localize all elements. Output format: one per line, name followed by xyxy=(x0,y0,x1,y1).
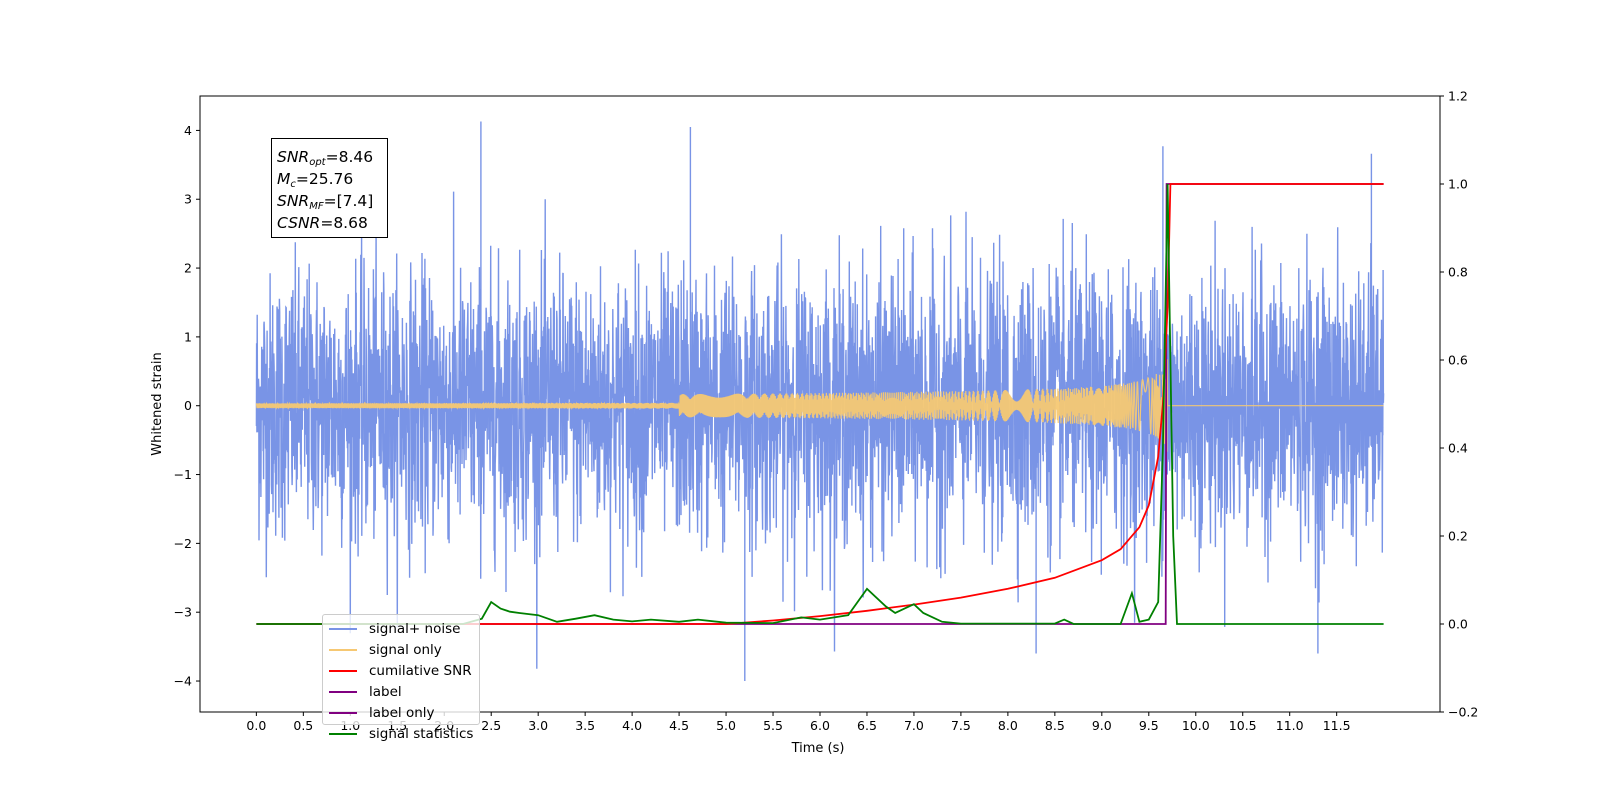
y-tick-label: 4 xyxy=(184,123,192,138)
x-tick-label: 5.5 xyxy=(763,718,783,733)
x-tick-label: 11.0 xyxy=(1276,718,1304,733)
signal-noise-line xyxy=(255,121,1385,681)
y-axis-ticks: 4 3 2 1 0 −1 −2 −3 −4 xyxy=(174,123,200,689)
x-tick-label: 6.0 xyxy=(810,718,830,733)
legend-label: signal only xyxy=(369,641,442,658)
x-tick-label: 8.5 xyxy=(1045,718,1065,733)
y-tick-label: 1 xyxy=(184,329,192,344)
x-axis-label: Time (s) xyxy=(791,741,845,756)
x-tick-label: 6.5 xyxy=(857,718,877,733)
legend-label: label only xyxy=(369,704,435,721)
y2-tick-label: 0.0 xyxy=(1448,617,1468,632)
snr-annotation-box: SNRopt=8.46 Mc=25.76 SNRMF=[7.4] CSNR=8.… xyxy=(271,138,388,238)
y-tick-label: −4 xyxy=(174,674,192,689)
legend-label: signal statistics xyxy=(369,725,474,742)
x-tick-label: 10.5 xyxy=(1229,718,1257,733)
y-tick-label: 2 xyxy=(184,261,192,276)
y2-tick-label: 0.6 xyxy=(1448,353,1468,368)
y-tick-label: −3 xyxy=(174,605,192,620)
x-tick-label: 10.0 xyxy=(1182,718,1210,733)
snr-opt-annotation: SNRopt=8.46 xyxy=(277,148,374,168)
y2-tick-label: 1.0 xyxy=(1448,177,1468,192)
chirp-mass-annotation: Mc=25.76 xyxy=(277,170,354,190)
y2-tick-label: −0.2 xyxy=(1448,705,1478,720)
legend-item-signal-only: signal only xyxy=(329,639,479,660)
y2-axis-ticks: 1.2 1.0 0.8 0.6 0.4 0.2 0.0 −0.2 xyxy=(1440,89,1478,720)
x-tick-label: 4.5 xyxy=(669,718,689,733)
y2-tick-label: 0.4 xyxy=(1448,441,1468,456)
x-tick-label: 9.5 xyxy=(1139,718,1159,733)
x-tick-label: 5.0 xyxy=(716,718,736,733)
legend-item-cumulative-snr: cumilative SNR xyxy=(329,660,479,681)
legend-swatch xyxy=(329,732,357,735)
legend-swatch xyxy=(329,627,357,630)
chart-legend: signal+ noise signal only cumilative SNR… xyxy=(322,614,480,742)
y2-tick-label: 0.2 xyxy=(1448,529,1468,544)
y-tick-label: 3 xyxy=(184,192,192,207)
legend-item-signal-noise: signal+ noise xyxy=(329,618,479,639)
signal-noise-series-group xyxy=(255,121,1385,681)
snr-mf-annotation: SNRMF=[7.4] xyxy=(277,192,374,212)
signal-only-series-group xyxy=(255,359,1384,452)
signal-only-line xyxy=(255,359,1384,452)
x-tick-label: 0.5 xyxy=(293,718,313,733)
y2-tick-label: 0.8 xyxy=(1448,265,1468,280)
signal-statistics-line xyxy=(256,183,1384,625)
csnr-annotation: CSNR=8.68 xyxy=(277,214,368,232)
legend-label: label xyxy=(369,683,402,700)
legend-label: cumilative SNR xyxy=(369,662,472,679)
legend-item-signal-statistics: signal statistics xyxy=(329,723,479,744)
legend-swatch xyxy=(329,711,357,714)
x-tick-label: 2.5 xyxy=(481,718,501,733)
legend-label: signal+ noise xyxy=(369,620,461,637)
y-axis-label: Whitened strain xyxy=(150,352,165,455)
x-tick-label: 4.0 xyxy=(622,718,642,733)
y-tick-label: −1 xyxy=(174,467,192,482)
y2-tick-label: 1.2 xyxy=(1448,89,1468,104)
x-tick-label: 7.5 xyxy=(951,718,971,733)
x-tick-label: 0.0 xyxy=(246,718,266,733)
y-tick-label: 0 xyxy=(184,398,192,413)
legend-swatch xyxy=(329,690,357,693)
x-tick-label: 8.0 xyxy=(998,718,1018,733)
y-tick-label: −2 xyxy=(174,536,192,551)
x-tick-label: 3.0 xyxy=(528,718,548,733)
x-tick-label: 9.0 xyxy=(1092,718,1112,733)
legend-item-label: label xyxy=(329,681,479,702)
x-tick-label: 11.5 xyxy=(1323,718,1351,733)
legend-swatch xyxy=(329,648,357,651)
legend-item-label-only: label only xyxy=(329,702,479,723)
legend-swatch xyxy=(329,669,357,672)
x-tick-label: 7.0 xyxy=(904,718,924,733)
right-axis-series-group xyxy=(256,183,1384,625)
x-tick-label: 3.5 xyxy=(575,718,595,733)
